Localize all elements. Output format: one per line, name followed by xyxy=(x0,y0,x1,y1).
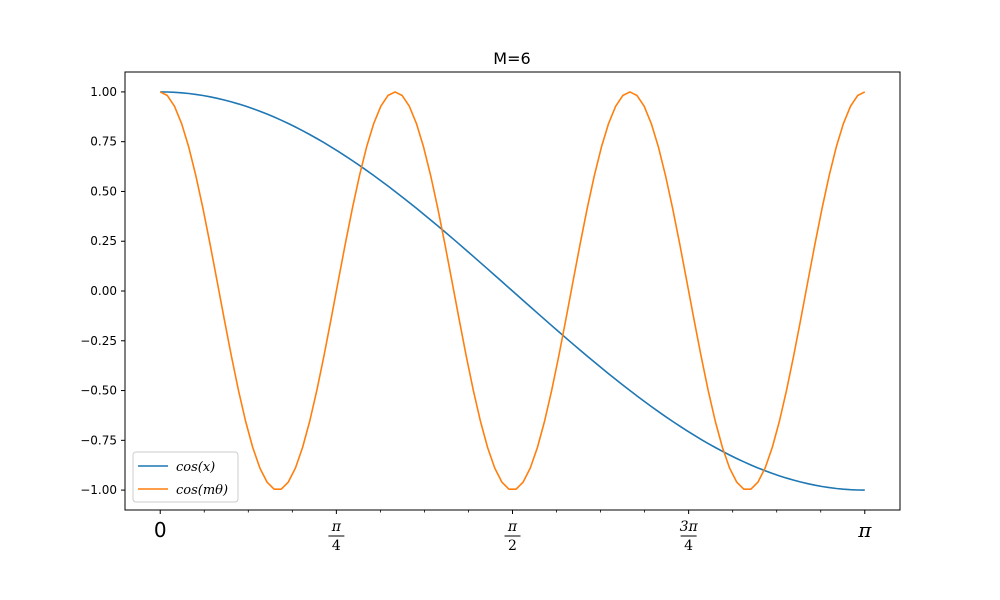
x-tick-label-numerator: π xyxy=(331,519,342,535)
y-axis: 1.00 0.75 0.50 0.25 0.00 −0.25 −0.50 −0.75 −1.00 xyxy=(80,85,125,497)
series-line-1 xyxy=(160,91,865,491)
series-line-2 xyxy=(159,91,866,490)
x-tick-label: 0 xyxy=(154,518,167,542)
x-tick-label-denominator: 4 xyxy=(332,538,341,554)
y-tick-label: 0.75 xyxy=(90,135,117,149)
legend-label-2: cos(mθ) xyxy=(176,483,228,498)
y-tick-label: 0.25 xyxy=(90,234,117,248)
x-tick-label: π xyxy=(857,518,872,542)
x-tick-label-numerator: 3π xyxy=(680,519,699,535)
chart-title: M=6 xyxy=(493,49,530,68)
y-tick-label: 0.50 xyxy=(90,184,117,198)
y-tick-label: 0.00 xyxy=(90,284,117,298)
y-tick-label: −0.25 xyxy=(80,334,117,348)
x-tick-label-numerator: π xyxy=(507,519,518,535)
y-tick-label: −1.00 xyxy=(80,483,117,497)
y-tick-label: 1.00 xyxy=(90,85,117,99)
y-tick-label: −0.50 xyxy=(80,384,117,398)
legend-label-1: cos(x) xyxy=(176,460,215,475)
x-tick-label: π4 xyxy=(328,519,345,554)
x-tick-label-denominator: 2 xyxy=(508,538,517,554)
x-tick-label: 3π4 xyxy=(680,519,699,554)
y-tick-label: −0.75 xyxy=(80,433,117,447)
x-tick-label: π2 xyxy=(504,519,521,554)
legend: cos(x) cos(mθ) xyxy=(132,451,239,503)
plot-area xyxy=(159,91,866,491)
x-tick-label-denominator: 4 xyxy=(684,538,693,554)
